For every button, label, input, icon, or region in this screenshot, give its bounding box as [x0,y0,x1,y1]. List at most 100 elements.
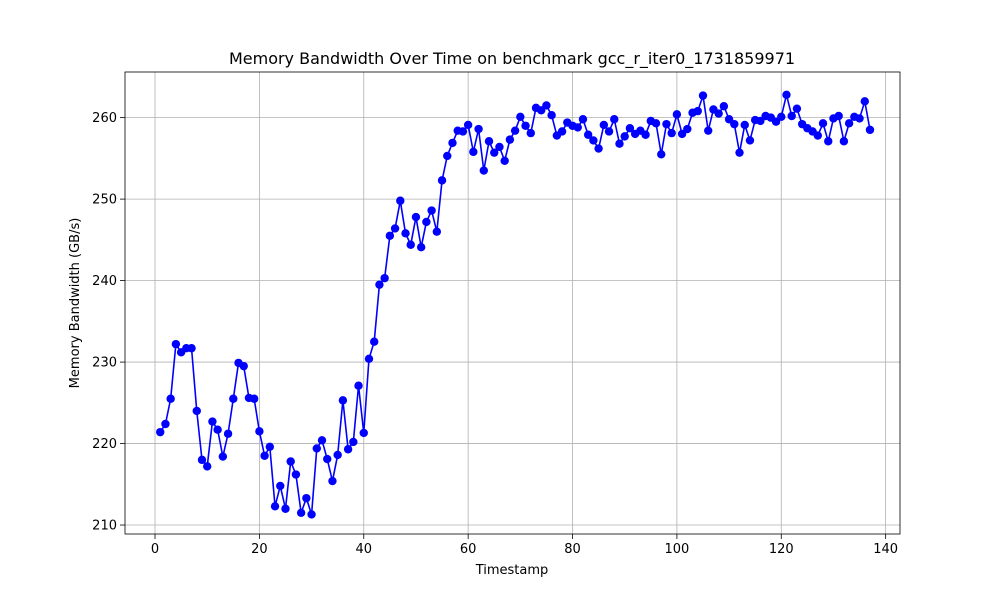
data-point [573,123,582,132]
x-tick-label: 80 [564,542,581,557]
data-point [354,381,363,390]
data-point [599,120,609,130]
y-tick-label: 210 [92,519,117,534]
data-point [156,427,165,437]
data-point [662,119,671,129]
data-point [218,452,228,461]
data-point [500,156,509,166]
data-point [735,148,744,157]
data-point [270,502,280,511]
data-series [156,90,875,519]
chart-title: Memory Bandwidth Over Time on benchmark … [229,49,795,69]
data-point [406,240,415,249]
data-point [422,217,431,227]
data-point [474,124,483,134]
data-point [401,229,410,238]
data-point [255,427,264,436]
data-point [390,224,400,233]
data-point [813,131,822,140]
y-tick-label: 240 [92,274,117,289]
data-point [187,344,196,353]
data-point [730,119,739,129]
data-point [740,120,749,130]
data-point [161,419,170,429]
data-point [510,126,520,135]
data-point [260,451,269,460]
data-point [495,142,504,152]
data-point [192,406,201,416]
data-point [463,120,473,130]
data-point [719,102,729,111]
data-point [281,504,290,513]
x-tick-label: 120 [769,542,794,557]
data-point [291,470,301,479]
data-point [338,396,348,405]
data-point [328,476,337,486]
data-point [604,127,614,136]
data-point [323,454,332,464]
data-point [171,339,181,349]
data-point [651,119,661,128]
data-point [657,150,666,159]
data-point [229,394,238,403]
data-point [589,136,598,145]
data-point [641,130,650,139]
y-tick-label: 230 [92,356,117,371]
data-point [839,137,849,146]
data-point [385,231,395,240]
data-point [672,110,682,119]
data-point [516,112,525,122]
data-point [625,124,635,133]
data-point [683,124,692,134]
data-point [443,151,452,161]
data-point [610,115,619,124]
data-point [620,132,629,141]
data-point [714,109,723,118]
data-point [615,139,624,148]
y-axis-label: Memory Bandwidth (GB/s) [68,218,83,389]
data-point [364,354,374,364]
data-point [526,128,535,138]
data-point [521,121,530,130]
data-point [704,126,713,135]
data-point [213,425,222,434]
data-point [286,457,295,466]
data-point [542,101,551,110]
data-point [333,450,342,460]
data-point [782,90,791,100]
y-tick-label: 260 [92,111,117,126]
data-point [834,111,843,121]
data-point [844,119,854,128]
data-point [865,125,875,135]
data-point [818,119,828,128]
data-point [824,137,833,146]
y-axis-ticks: 210 220 230 240 250 260 [92,111,125,534]
data-point [223,429,233,438]
data-point [166,394,175,403]
data-point [855,114,864,123]
data-point [505,135,515,144]
data-point [557,127,567,136]
data-point [375,280,384,289]
data-point [792,104,802,113]
data-point [411,212,421,222]
data-point [380,273,389,283]
data-point [777,112,786,122]
y-tick-label: 250 [92,193,117,208]
data-point [249,394,259,403]
data-point [370,337,379,346]
data-point [448,138,457,148]
data-point [860,97,869,106]
x-tick-label: 60 [460,542,477,557]
data-point [432,227,442,236]
x-tick-label: 40 [355,542,372,557]
data-point [437,176,447,185]
data-point [302,493,311,503]
x-tick-label: 100 [664,542,689,557]
data-point [359,428,368,438]
data-point [307,510,316,519]
data-point [458,127,468,136]
data-point [343,445,353,454]
data-point [479,166,488,175]
